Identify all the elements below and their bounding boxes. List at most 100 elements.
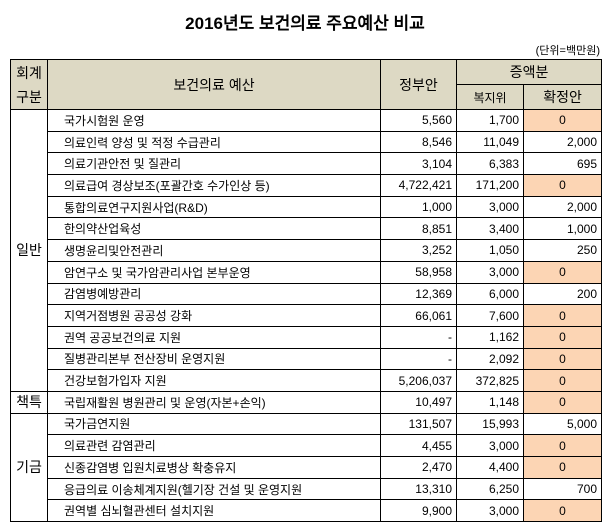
table-row: 권역별 심뇌혈관센터 설치지원 9,900 3,000 0 xyxy=(11,499,603,523)
committee-value: 6,250 xyxy=(456,477,524,501)
final-value: 2,000 xyxy=(522,130,603,154)
committee-value: 1,148 xyxy=(456,390,524,414)
budget-item-name: 국립재활원 병원관리 및 운영(자본+손익) xyxy=(47,390,381,414)
unit-label: (단위=백만원) xyxy=(535,45,600,57)
budget-item-name: 의료급여 경상보조(포괄간호 수가인상 등) xyxy=(47,174,381,197)
gov-value: 3,252 xyxy=(380,239,457,262)
table-row: 응급의료 이송체계지원(헬기장 건설 및 운영지원 13,310 6,250 700 xyxy=(11,477,603,501)
gov-value: 4,455 xyxy=(380,434,457,457)
table-row: 통합의료연구지원사업(R&D) 1,000 3,000 2,000 xyxy=(11,195,603,219)
committee-value: 3,000 xyxy=(456,499,524,523)
committee-value: 171,200 xyxy=(456,174,524,197)
page-title: 2016년도 보건의료 주요예산 비교 xyxy=(185,14,425,33)
budget-item-name: 응급의료 이송체계지원(헬기장 건설 및 운영지원 xyxy=(47,477,381,501)
table-row: 의료인력 양성 및 적정 수급관리 8,546 11,049 2,000 xyxy=(11,130,603,154)
gov-value: 1,000 xyxy=(380,195,457,219)
committee-value: 11,049 xyxy=(456,130,524,154)
gov-value: 131,507 xyxy=(380,412,457,436)
header-name: 보건의료 예산 xyxy=(47,59,381,110)
final-value: 0 xyxy=(522,325,603,349)
header-group: 회계 구분 xyxy=(10,59,48,110)
final-value: 5,000 xyxy=(522,412,603,436)
budget-item-name: 의료인력 양성 및 적정 수급관리 xyxy=(47,130,381,154)
table-row: 의료급여 경상보조(포괄간호 수가인상 등) 4,722,421 171,200 0 xyxy=(11,174,603,197)
budget-item-name: 암연구소 및 국가암관리사업 본부운영 xyxy=(47,260,381,284)
final-value: 0 xyxy=(522,499,603,523)
gov-value: 5,206,037 xyxy=(380,369,457,392)
final-value: 0 xyxy=(522,304,603,327)
budget-item-name: 한의약산업육성 xyxy=(47,217,381,241)
budget-item-name: 지역거점병원 공공성 강화 xyxy=(47,304,381,327)
final-value: 0 xyxy=(522,260,603,284)
committee-value: 372,825 xyxy=(456,369,524,392)
committee-value: 4,400 xyxy=(456,456,524,479)
table-row: 의료기관안전 및 질관리 3,104 6,383 695 xyxy=(11,152,603,176)
table-row: 건강보험가입자 지원 5,206,037 372,825 0 xyxy=(11,369,603,392)
group-label: 책특 xyxy=(10,390,48,414)
final-value: 0 xyxy=(522,369,603,392)
budget-table: 회계 구분 보건의료 예산 정부안 증액분 복지위 확정안 일반 국가시험원 운영… xyxy=(10,59,603,523)
committee-value: 1,050 xyxy=(456,239,524,262)
gov-value: 58,958 xyxy=(380,260,457,284)
gov-value: 3,104 xyxy=(380,152,457,176)
budget-item-name: 건강보험가입자 지원 xyxy=(47,369,381,392)
budget-item-name: 권역별 심뇌혈관센터 설치지원 xyxy=(47,499,381,523)
gov-value: 2,470 xyxy=(380,456,457,479)
final-value: 0 xyxy=(522,434,603,457)
final-value: 0 xyxy=(522,109,603,132)
committee-value: 1,162 xyxy=(456,325,524,349)
final-value: 1,000 xyxy=(522,217,603,241)
gov-value: - xyxy=(380,347,457,371)
header-committee: 복지위 xyxy=(456,84,524,110)
table-row: 질병관리본부 전산장비 운영지원 -2,092 0 xyxy=(11,347,603,371)
committee-value: 1,700 xyxy=(456,109,524,132)
table-row: 신종감염병 입원치료병상 확충유지 2,470 4,400 0 xyxy=(11,456,603,479)
committee-value: 6,383 xyxy=(456,152,524,176)
gov-value: 66,061 xyxy=(380,304,457,327)
final-value: 0 xyxy=(522,390,603,414)
table-row: 책특 국립재활원 병원관리 및 운영(자본+손익) 10,497 1,148 0 xyxy=(10,390,603,414)
committee-value: 15,993 xyxy=(456,412,524,436)
table-row: 일반 국가시험원 운영 5,560 1,700 0 xyxy=(10,109,603,392)
committee-value: 3,400 xyxy=(456,217,524,241)
budget-item-name: 국가시험원 운영 xyxy=(47,109,381,132)
budget-item-name: 신종감염병 입원치료병상 확충유지 xyxy=(47,456,381,479)
final-value: 700 xyxy=(522,477,603,501)
group-label: 일반 xyxy=(10,109,48,392)
committee-value: 3,000 xyxy=(456,260,524,284)
header-increase: 증액분 xyxy=(455,59,603,85)
committee-value: 6,000 xyxy=(456,282,524,306)
budget-item-name: 의료기관안전 및 질관리 xyxy=(47,152,381,176)
gov-value: 9,900 xyxy=(380,499,457,523)
gov-value: 8,546 xyxy=(380,130,457,154)
table-row: 한의약산업육성 8,851 3,400 1,000 xyxy=(11,217,603,241)
gov-value: 10,497 xyxy=(380,390,457,414)
table-row: 권역 공공보건의료 지원 -1,162 0 xyxy=(11,325,603,349)
table-row: 감염병예방관리 12,369 6,000 200 xyxy=(11,282,603,306)
budget-item-name: 권역 공공보건의료 지원 xyxy=(47,325,381,349)
committee-value: 3,000 xyxy=(456,195,524,219)
final-value: 250 xyxy=(522,239,603,262)
table-row: 기금 국가금연지원 131,507 15,993 5,000 xyxy=(10,412,603,523)
gov-value: 13,310 xyxy=(380,477,457,501)
gov-value: 8,851 xyxy=(380,217,457,241)
committee-value: 7,600 xyxy=(456,304,524,327)
budget-item-name: 통합의료연구지원사업(R&D) xyxy=(47,195,381,219)
table-row: 암연구소 및 국가암관리사업 본부운영 58,958 3,000 0 xyxy=(11,260,603,284)
budget-item-name: 생명윤리및안전관리 xyxy=(47,239,381,262)
table-row: 지역거점병원 공공성 강화 66,061 7,600 0 xyxy=(11,304,603,327)
gov-value: 5,560 xyxy=(380,109,457,132)
final-value: 0 xyxy=(522,456,603,479)
final-value: 695 xyxy=(522,152,603,176)
header-final: 확정안 xyxy=(522,84,603,110)
budget-item-name: 감염병예방관리 xyxy=(47,282,381,306)
budget-item-name: 질병관리본부 전산장비 운영지원 xyxy=(47,347,381,371)
gov-value: 4,722,421 xyxy=(380,174,457,197)
committee-value: 3,000 xyxy=(456,434,524,457)
final-value: 0 xyxy=(522,174,603,197)
header-gov: 정부안 xyxy=(380,59,457,110)
final-value: 200 xyxy=(522,282,603,306)
budget-item-name: 의료관련 감염관리 xyxy=(47,434,381,457)
committee-value: 2,092 xyxy=(456,347,524,371)
final-value: 2,000 xyxy=(522,195,603,219)
